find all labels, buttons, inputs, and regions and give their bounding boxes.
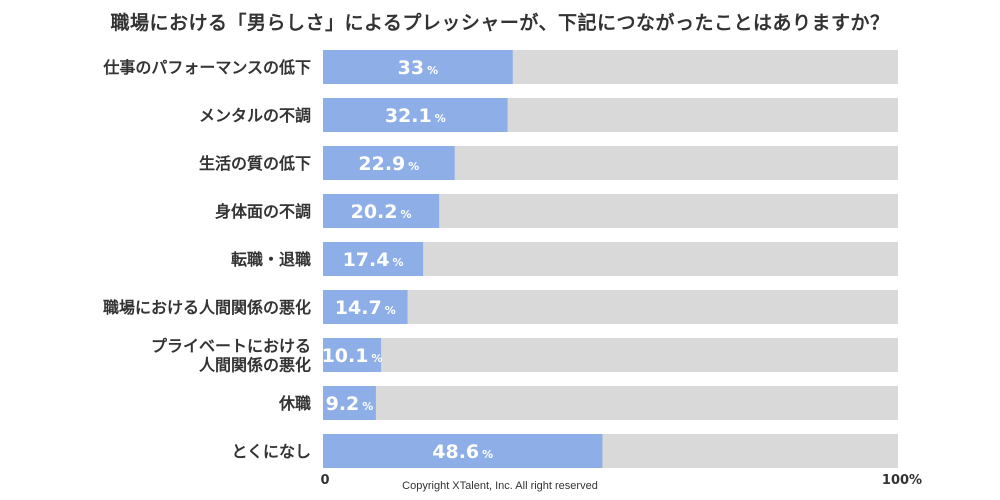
category-label: 身体面の不調: [215, 202, 311, 221]
value-unit: %: [371, 352, 382, 365]
bar: [323, 194, 440, 228]
bar: [323, 386, 376, 420]
category-label: とくになし: [231, 442, 311, 461]
value-label: 20.2%: [351, 201, 412, 223]
value-unit: %: [482, 448, 493, 461]
value-unit: %: [385, 304, 396, 317]
value-unit: %: [408, 160, 419, 173]
value-label: 14.7%: [335, 297, 396, 319]
value-label: 17.4%: [343, 249, 404, 271]
value-unit: %: [362, 400, 373, 413]
bar: [323, 290, 408, 324]
bar: [323, 434, 603, 468]
category-label: メンタルの不調: [199, 106, 311, 125]
value-label: 10.1%: [322, 345, 383, 367]
value-unit: %: [435, 112, 446, 125]
category-label: 転職・退職: [231, 250, 311, 269]
value-unit: %: [401, 208, 412, 221]
bar: [323, 50, 513, 84]
tick-label-max: 100%: [882, 473, 922, 488]
value-label: 32.1%: [385, 105, 446, 127]
category-label: 生活の質の低下: [199, 154, 311, 173]
bar: [323, 242, 424, 276]
category-label: 休職: [278, 394, 311, 413]
value-label: 22.9%: [358, 153, 419, 175]
value-unit: %: [427, 64, 438, 77]
bar: [323, 98, 508, 132]
bar-track: [323, 386, 898, 420]
value-unit: %: [392, 256, 403, 269]
bar: [323, 338, 382, 372]
bar: [323, 146, 455, 180]
tick-label-min: 0: [320, 473, 329, 488]
copyright-text: Copyright XTalent, Inc. All right reserv…: [402, 480, 598, 492]
value-label: 48.6%: [432, 441, 493, 463]
chart-title: 職場における「男らしさ」によるプレッシャーが、下記につながったことはありますか？: [110, 12, 890, 34]
category-label: 仕事のパフォーマンスの低下: [102, 58, 311, 77]
bar-track: [323, 290, 898, 324]
category-label: プライベートにおける: [151, 337, 311, 356]
category-label: 人間関係の悪化: [199, 356, 311, 375]
category-label: 職場における人間関係の悪化: [103, 298, 311, 317]
bar-track: [323, 338, 898, 372]
